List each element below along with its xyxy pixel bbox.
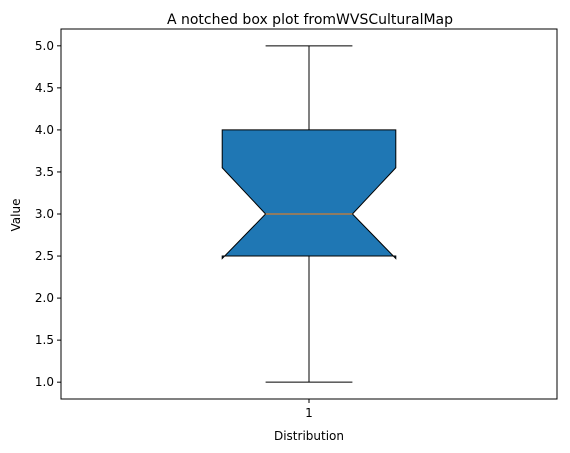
y-tick-label: 3.5 (35, 165, 54, 179)
y-tick-label: 5.0 (35, 39, 54, 53)
y-tick-label: 4.0 (35, 123, 54, 137)
y-tick-label: 3.0 (35, 207, 54, 221)
x-axis-label: Distribution (274, 429, 344, 443)
y-axis-label: Value (9, 199, 23, 232)
y-axis: 1.0 1.5 2.0 2.5 3.0 3.5 4.0 4.5 5.0 (35, 39, 61, 389)
y-tick-label: 2.0 (35, 291, 54, 305)
boxes (221, 45, 397, 383)
y-tick-label: 1.0 (35, 375, 54, 389)
x-tick-label: 1 (305, 406, 313, 420)
y-tick-label: 1.5 (35, 333, 54, 347)
x-axis: 1 (305, 399, 313, 420)
chart-title: A notched box plot fromWVSCulturalMap (167, 12, 453, 28)
notched-box (221, 129, 397, 260)
y-tick-label: 2.5 (35, 249, 54, 263)
y-tick-label: 4.5 (35, 81, 54, 95)
